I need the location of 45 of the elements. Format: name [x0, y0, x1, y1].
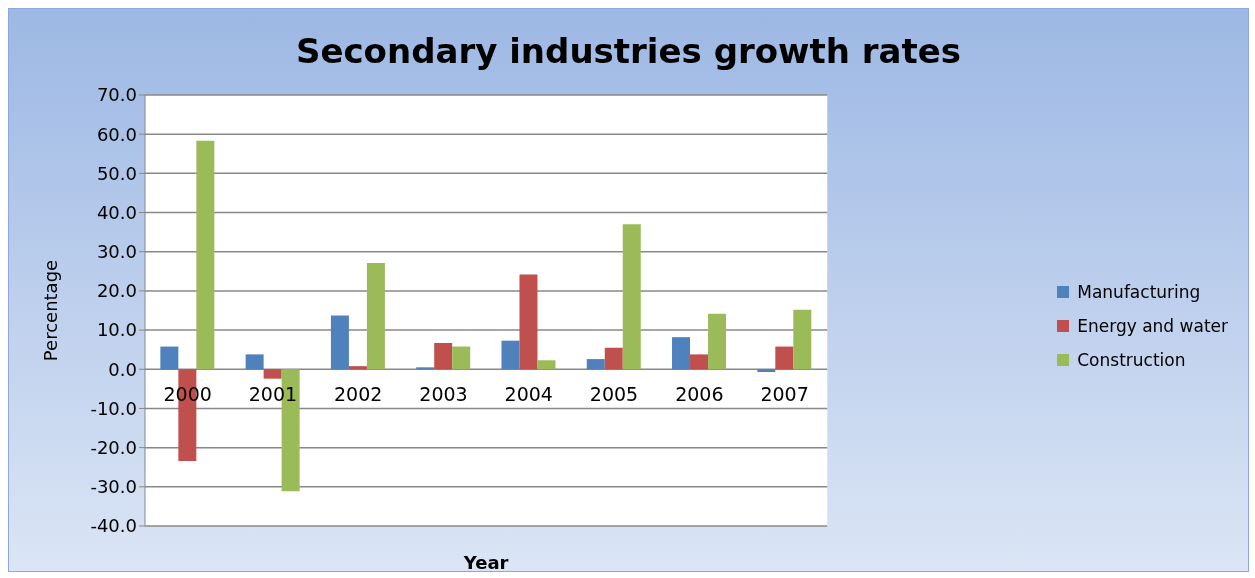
- x-axis-title: Year: [462, 552, 509, 573]
- y-tick-label: -30.0: [90, 476, 137, 498]
- bar: [452, 346, 471, 370]
- bar: [622, 224, 641, 370]
- bar: [757, 369, 776, 373]
- legend-label: Energy and water: [1077, 315, 1228, 338]
- chart-title: Secondary industries growth rates: [294, 30, 963, 73]
- bar: [263, 369, 282, 379]
- legend-label: Manufacturing: [1077, 281, 1201, 304]
- bar: [196, 140, 215, 370]
- bar: [160, 346, 179, 370]
- x-tick-label: 2007: [760, 383, 809, 406]
- legend-label: Construction: [1077, 349, 1186, 372]
- y-tick-label: -10.0: [90, 397, 137, 419]
- y-tick-label: 10.0: [96, 319, 137, 341]
- x-tick-label: 2006: [675, 383, 724, 406]
- bar: [434, 343, 453, 370]
- y-tick-label: 70.0: [96, 84, 137, 106]
- bar: [245, 354, 264, 370]
- x-tick-label: 2002: [334, 383, 383, 406]
- bar: [690, 354, 709, 370]
- y-tick-label: 40.0: [96, 201, 137, 223]
- x-tick-label: 2005: [589, 383, 639, 406]
- bar: [330, 315, 349, 370]
- y-tick-label: 60.0: [96, 123, 137, 145]
- bar: [348, 366, 367, 370]
- bar: [501, 340, 520, 370]
- y-tick-label: 50.0: [96, 162, 137, 184]
- y-tick-label: 30.0: [96, 241, 137, 263]
- bar: [672, 337, 691, 370]
- x-tick-label: 2003: [419, 383, 468, 406]
- y-axis-title: Percentage: [40, 259, 62, 362]
- bar: [537, 360, 556, 370]
- bar: [793, 309, 812, 370]
- bar: [708, 313, 727, 370]
- bar: [519, 274, 538, 370]
- x-tick-label: 2004: [504, 383, 553, 406]
- bar: [586, 359, 605, 370]
- bar: [366, 263, 385, 370]
- y-tick-label: -40.0: [90, 515, 137, 537]
- y-tick-label: -20.0: [90, 437, 137, 459]
- y-tick-label: 0.0: [108, 358, 137, 380]
- bar: [775, 346, 794, 370]
- y-tick-label: 20.0: [96, 280, 137, 302]
- bar: [604, 347, 623, 370]
